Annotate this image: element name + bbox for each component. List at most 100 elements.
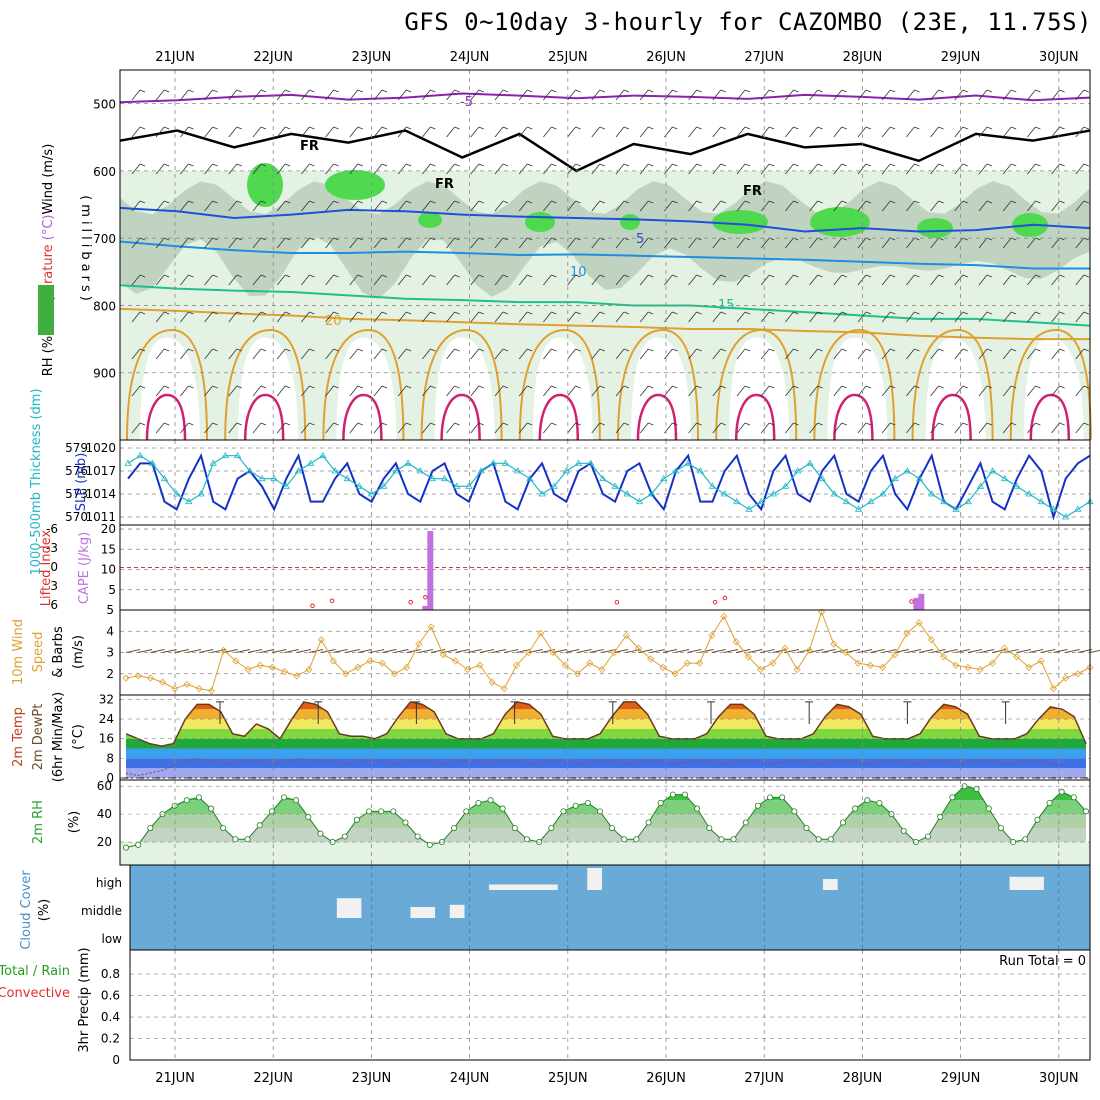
wind-barb [180, 274, 194, 286]
wind-barb [543, 163, 557, 175]
wind-barb [131, 385, 146, 397]
wind-barb [180, 163, 194, 175]
wind-barb [422, 163, 436, 175]
rh-marker [378, 808, 385, 815]
wind-barb [276, 163, 291, 175]
wind-barb [688, 385, 702, 397]
rh-band [126, 828, 1086, 843]
wind-barb [422, 200, 436, 212]
left-axis-label: 2m Temp [11, 707, 26, 767]
wind-barb [662, 649, 678, 653]
y-tick-label: 4 [106, 624, 114, 638]
wind-speed-marker [720, 612, 728, 620]
wind-speed-marker [549, 648, 557, 657]
wind-barb [1051, 237, 1065, 249]
wind-barb [615, 348, 630, 360]
rh-marker [633, 836, 640, 843]
left-tick-label: 0 [50, 560, 58, 574]
wind-barb [186, 649, 202, 653]
wind-barb [687, 649, 702, 653]
right-tick-label: 1011 [85, 510, 116, 524]
rh-marker [183, 797, 190, 804]
temperature-contour-20 [126, 328, 208, 441]
left-tick-label: 579 [65, 441, 88, 455]
thickness-marker [708, 482, 717, 489]
wind-speed-marker [232, 657, 240, 665]
thickness-marker [1074, 505, 1082, 512]
wind-barb [174, 649, 189, 653]
wind-barb [397, 311, 412, 323]
right-axis-label: CAPE (J/kg) [77, 532, 92, 604]
temperature-contour-25 [440, 393, 481, 441]
thickness-marker [173, 490, 181, 497]
wind-barb [1077, 649, 1092, 653]
wind-barb [699, 649, 714, 653]
thickness-marker [526, 474, 534, 482]
date-label-top: 23JUN [352, 50, 392, 65]
wind-barb [712, 348, 726, 360]
wind-barb [252, 348, 267, 360]
wind-barb [276, 422, 291, 434]
wind-barb [204, 311, 218, 323]
wind-barb [857, 89, 872, 101]
date-label-bottom: 23JUN [352, 1071, 392, 1086]
wind-barb [131, 126, 146, 138]
low-humidity-pocket [827, 337, 888, 440]
wind-barb [930, 163, 944, 175]
wind-barb [1075, 163, 1089, 175]
thickness-marker [538, 490, 546, 497]
y-tick-label: 600 [93, 165, 116, 179]
wind-speed-marker [268, 663, 276, 671]
wind-barb [785, 385, 799, 397]
rh-marker [341, 833, 348, 840]
li-point [722, 595, 728, 601]
y-tick-label: 40 [97, 807, 112, 821]
wind-barb [639, 163, 654, 175]
wind-barb [785, 163, 799, 175]
wind-barb [809, 422, 823, 434]
wind-barb [125, 649, 141, 653]
right-tick-label: 20 [101, 522, 116, 536]
wind-barb [1016, 649, 1031, 653]
thickness-marker [477, 467, 485, 474]
li-point [712, 599, 718, 605]
thickness-marker [891, 474, 899, 482]
wind-barb [1002, 237, 1017, 249]
wind-speed-marker [256, 661, 264, 669]
cloud-level-label: middle [81, 904, 122, 918]
wind-barb [906, 200, 920, 212]
wind-speed-marker [500, 685, 508, 693]
wind-barb [204, 274, 218, 286]
y-tick-label: 700 [93, 232, 116, 246]
thickness-marker [501, 459, 510, 466]
wind-barb [1075, 385, 1089, 397]
wind-speed-marker [476, 661, 484, 669]
wind-barb [180, 89, 194, 101]
left-tick-label: 570 [65, 510, 88, 524]
left-axis-label: (%) [67, 811, 82, 834]
wind-barb [131, 422, 146, 434]
wind-barb [1002, 126, 1017, 138]
wind-speed-marker [183, 680, 191, 688]
rh-marker [669, 791, 676, 798]
wind-barb [252, 200, 267, 212]
rh-marker [742, 819, 749, 826]
wind-barb [760, 163, 775, 175]
wind-barb [349, 385, 363, 397]
date-label-bottom: 30JUN [1039, 1071, 1079, 1086]
rh-marker [208, 805, 215, 812]
wind-barb [494, 311, 509, 323]
wind-barb [857, 422, 872, 434]
date-label-top: 22JUN [253, 50, 293, 65]
wind-barb [881, 126, 896, 138]
wind-speed-marker [464, 665, 472, 674]
temperature-contour-25 [734, 393, 776, 441]
wind-barb [833, 200, 847, 212]
minmax-bar [608, 701, 617, 724]
rh-marker [317, 830, 324, 837]
thickness-marker [392, 467, 400, 474]
wind-barb [723, 649, 739, 653]
rh-marker [791, 808, 798, 815]
rh-high-blob [810, 207, 870, 237]
wind-barb [373, 385, 388, 397]
